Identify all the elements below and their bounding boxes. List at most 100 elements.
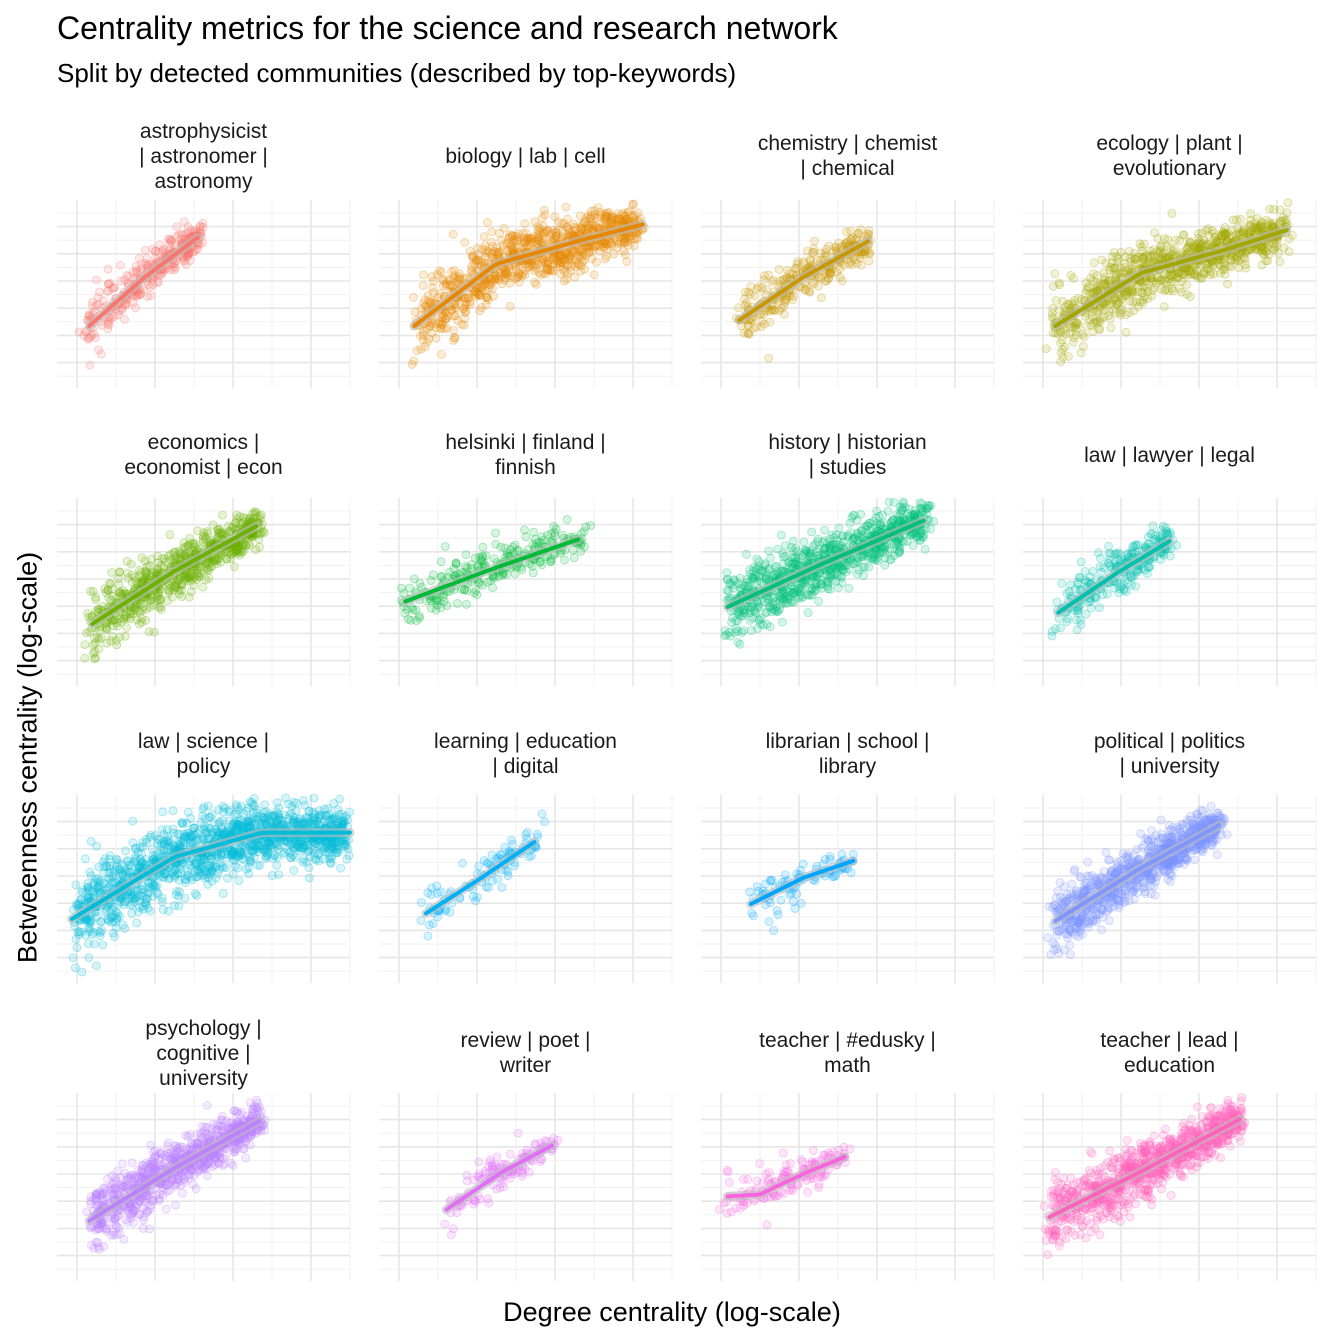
data-point: [854, 565, 864, 575]
data-point: [134, 619, 144, 629]
data-point: [1047, 308, 1057, 318]
data-point: [768, 275, 778, 285]
data-point: [173, 554, 183, 564]
data-point: [103, 319, 113, 329]
data-point: [1105, 314, 1115, 324]
data-point: [1051, 296, 1061, 305]
data-point: [435, 266, 444, 276]
data-point: [91, 595, 101, 605]
data-point: [114, 310, 123, 320]
data-point: [480, 286, 490, 296]
data-point: [1072, 625, 1082, 635]
data-point: [461, 299, 471, 309]
data-point: [124, 271, 134, 281]
data-point: [1159, 302, 1169, 312]
data-point: [880, 548, 889, 558]
data-point: [1105, 555, 1114, 564]
data-point: [778, 617, 787, 627]
data-point: [825, 269, 835, 278]
data-point: [809, 279, 819, 289]
data-point: [115, 567, 124, 577]
data-point: [472, 288, 482, 297]
data-point: [146, 291, 156, 301]
data-point: [1079, 332, 1089, 342]
data-point: [116, 276, 126, 286]
point-cloud: [720, 497, 938, 649]
data-point: [894, 548, 903, 558]
data-point: [847, 260, 857, 270]
data-point: [1111, 308, 1121, 318]
data-point: [730, 628, 740, 637]
data-point: [107, 568, 117, 577]
data-point: [1189, 241, 1199, 251]
data-point: [778, 559, 788, 569]
data-point: [1264, 250, 1274, 259]
data-point: [788, 295, 798, 305]
data-point: [1174, 268, 1184, 278]
data-point: [856, 260, 866, 270]
data-point: [518, 269, 528, 279]
data-point: [136, 264, 146, 274]
data-point: [1082, 321, 1091, 331]
data-point: [867, 554, 877, 564]
data-point: [155, 240, 165, 250]
data-point: [1124, 246, 1134, 256]
data-point: [492, 249, 502, 259]
data-point: [1282, 208, 1292, 218]
data-point: [255, 542, 264, 552]
data-point: [1068, 337, 1078, 347]
data-point: [1056, 623, 1065, 633]
data-point: [770, 306, 780, 316]
data-point: [1098, 590, 1108, 599]
data-point: [497, 279, 507, 289]
data-point: [1284, 234, 1294, 244]
data-point: [1162, 241, 1172, 251]
data-point: [195, 222, 205, 232]
data-point: [515, 277, 524, 287]
data-point: [87, 331, 96, 341]
data-point: [765, 317, 775, 327]
data-point: [722, 568, 732, 577]
data-point: [778, 549, 788, 558]
data-point: [170, 547, 180, 557]
data-point: [181, 260, 191, 270]
data-point: [620, 237, 629, 247]
data-point: [436, 323, 446, 333]
data-point: [1081, 609, 1091, 619]
data-point: [429, 276, 439, 286]
data-point: [1275, 257, 1285, 267]
data-point: [546, 265, 555, 275]
data-point: [104, 279, 113, 289]
data-point: [83, 333, 93, 343]
data-point: [101, 588, 111, 597]
data-point: [179, 217, 189, 227]
data-point: [841, 227, 851, 237]
data-point: [409, 574, 419, 584]
data-point: [1095, 603, 1104, 612]
data-point: [148, 244, 158, 254]
data-point: [837, 276, 847, 286]
data-point: [94, 345, 104, 355]
data-point: [108, 283, 117, 293]
data-point: [510, 231, 520, 241]
data-point: [144, 627, 154, 637]
facet-panel: [57, 498, 351, 686]
data-point: [138, 284, 148, 294]
data-point: [753, 624, 762, 633]
data-point: [1124, 265, 1134, 275]
data-point: [446, 280, 455, 290]
data-point: [538, 229, 547, 239]
data-point: [1184, 267, 1194, 276]
data-point: [1148, 521, 1158, 531]
data-point: [164, 234, 174, 244]
data-point: [99, 296, 108, 306]
point-cloud: [1041, 198, 1297, 367]
data-point: [792, 560, 802, 569]
data-point: [762, 284, 772, 294]
data-point: [574, 247, 584, 257]
data-point: [777, 530, 786, 540]
facet-panel: [57, 200, 351, 388]
data-point: [1119, 585, 1129, 595]
data-point: [104, 320, 114, 330]
facet-panel: [701, 200, 995, 388]
